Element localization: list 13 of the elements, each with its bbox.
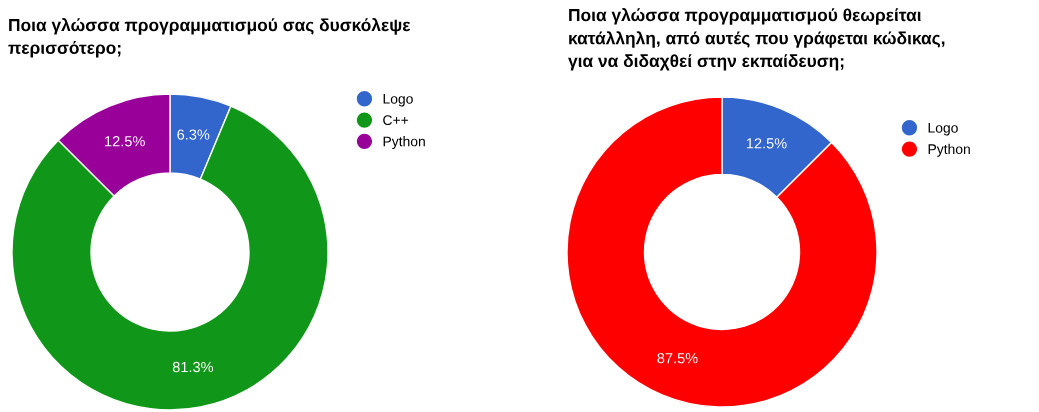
data-label: 81.3%	[172, 361, 214, 373]
data-label: 12.5%	[105, 136, 145, 147]
legend-label: Python	[928, 143, 970, 157]
data-label: 12.5%	[746, 138, 787, 149]
chart-title: Ποια γλώσσα προγραμματισμού σας δυσκόλεψε περισσότερο;	[8, 18, 411, 58]
data-label: 87.5%	[657, 352, 698, 364]
data-label: 6.3%	[177, 129, 210, 140]
donut-slice	[566, 96, 878, 408]
chart-title: Ποια γλώσσα προγραμματισμού θεωρείται κατάλληλη, από αυτές που γράφεται κώδικας, για να διδαχθεί στην εκπαίδευση;	[568, 8, 945, 71]
legend-label: Logo	[928, 123, 958, 136]
legend-label: C++	[383, 115, 409, 126]
legend-label: Logo	[383, 94, 413, 107]
legend-label: Python	[383, 136, 425, 150]
